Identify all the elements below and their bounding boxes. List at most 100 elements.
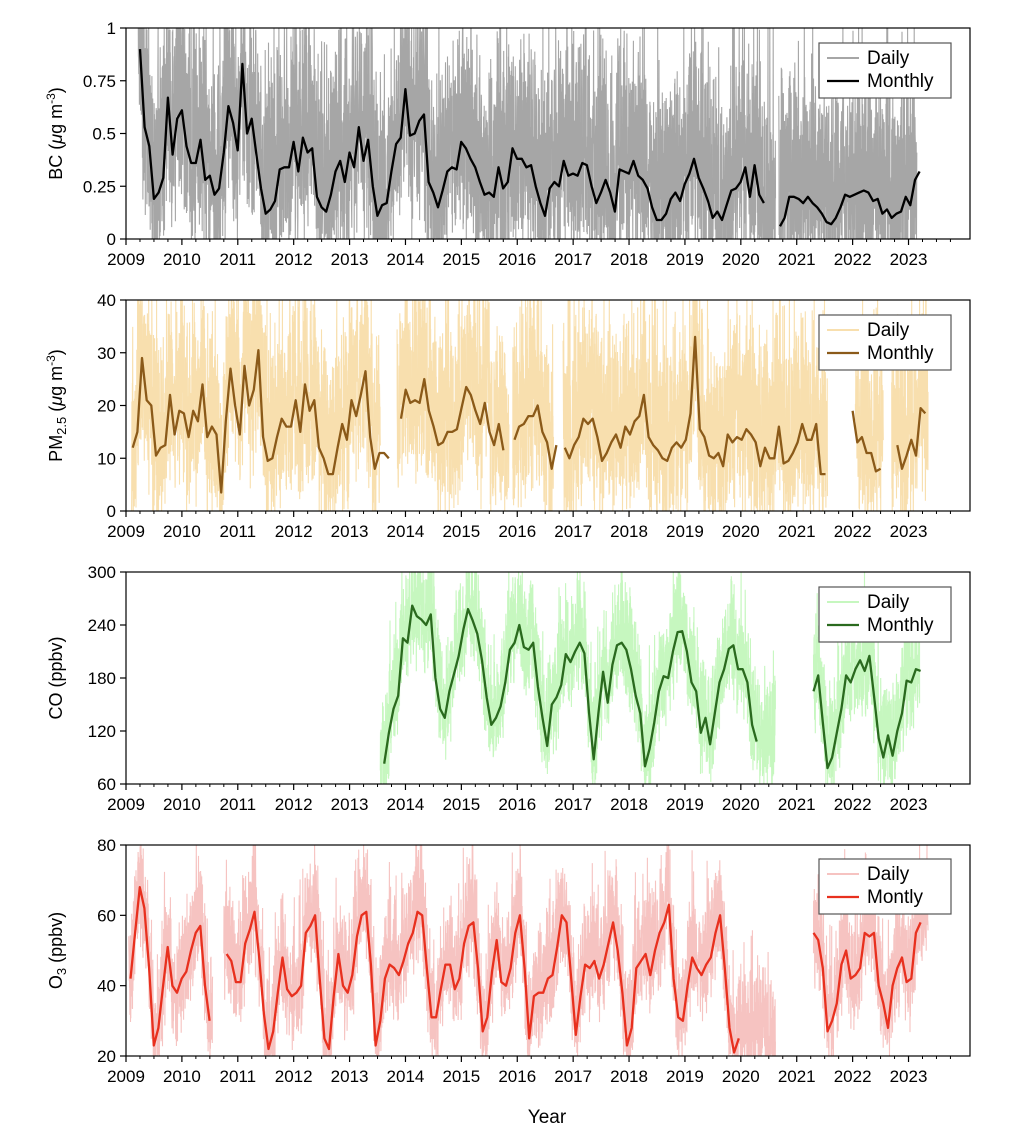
- y-tick-label: 0.5: [92, 125, 116, 144]
- daily-series: [131, 300, 929, 511]
- daily-line-segment-1: [137, 28, 777, 239]
- monthly-line-segment-1: [138, 49, 765, 222]
- monthly-series: [131, 335, 927, 494]
- x-axis-title: Year: [528, 1107, 567, 1128]
- daily-line-segment-2: [223, 845, 776, 1056]
- legend-label-daily: Daily: [867, 864, 910, 885]
- daily-series: [137, 28, 918, 239]
- x-tick-label: 2014: [387, 1067, 425, 1086]
- x-tick-label: 2009: [107, 795, 145, 814]
- x-tick-label: 2014: [387, 522, 425, 541]
- x-tick-label: 2013: [331, 795, 369, 814]
- x-tick-label: 2013: [331, 522, 369, 541]
- y-axis-title-close: ): [46, 349, 66, 355]
- x-tick-label: 2019: [666, 795, 704, 814]
- plot-frame: [125, 844, 971, 1057]
- monthly-series: [138, 49, 921, 227]
- y-axis-title: CO (ppbv): [46, 636, 66, 719]
- x-tick-label: 2016: [498, 250, 536, 269]
- x-tick-label: 2015: [442, 522, 480, 541]
- legend-box: [818, 314, 952, 371]
- x-tick-label: 2020: [722, 795, 760, 814]
- y-axis-title-main: O: [46, 975, 66, 989]
- legend-box: [818, 586, 952, 643]
- x-tick-label: 2021: [778, 795, 816, 814]
- y-axis-title-main: PM: [46, 435, 66, 462]
- y-tick-label: 10: [97, 449, 116, 468]
- legend-box: [818, 42, 952, 99]
- y-axis-title-unit: g m: [46, 104, 66, 134]
- x-tick-label: 2018: [610, 795, 648, 814]
- y-axis-title-subscript: 3: [54, 968, 69, 975]
- x-tick-label: 2011: [220, 250, 257, 269]
- x-tick-label: 2023: [890, 1067, 928, 1086]
- x-tick-label: 2020: [722, 250, 760, 269]
- legend-label-daily: Daily: [867, 48, 910, 69]
- x-tick-label: 2010: [163, 1067, 201, 1086]
- y-tick-label: 40: [97, 291, 116, 310]
- legend-label-monthly: Monthly: [867, 71, 934, 92]
- y-axis-title-main: CO (ppbv): [46, 636, 66, 719]
- daily-line-segment-5: [854, 300, 884, 511]
- y-axis-title: O3 (ppbv): [46, 912, 69, 989]
- x-tick-label: 2016: [498, 522, 536, 541]
- y-axis-title-superscript: -3: [44, 93, 58, 104]
- y-tick-label: 60: [97, 906, 116, 925]
- x-tick-label: 2018: [610, 1067, 648, 1086]
- x-tick-label: 2022: [834, 1067, 872, 1086]
- x-tick-label: 2014: [387, 795, 425, 814]
- daily-line-segment-1: [379, 572, 776, 784]
- x-tick-label: 2021: [778, 1067, 816, 1086]
- y-axis-title-close: ): [46, 87, 66, 93]
- legend-label-daily: Daily: [867, 320, 910, 341]
- monthly-line-segment-1: [383, 604, 758, 768]
- x-tick-label: 2018: [610, 522, 648, 541]
- x-tick-label: 2023: [890, 522, 928, 541]
- x-tick-label: 2011: [220, 795, 257, 814]
- x-tick-label: 2011: [220, 1067, 257, 1086]
- monthly-line-segment-3: [513, 404, 558, 470]
- x-tick-label: 2010: [163, 795, 201, 814]
- y-axis-title-mu: μ: [46, 134, 66, 145]
- x-tick-label: 2012: [275, 795, 313, 814]
- legend-label-monthly: Monthly: [867, 615, 934, 636]
- y-tick-label: 0: [107, 230, 116, 249]
- monthly-line-segment-2: [225, 903, 740, 1054]
- x-tick-label: 2022: [834, 795, 872, 814]
- y-tick-label: 240: [88, 616, 116, 635]
- panel-4: 20 40 60 80 2009 2010 2011 2012 2013 2014 2015 2016…: [46, 836, 971, 1086]
- y-tick-label: 300: [88, 563, 116, 582]
- legend-label-monthly: Montly: [867, 887, 923, 908]
- y-tick-label: 0.25: [83, 177, 116, 196]
- x-tick-label: 2023: [890, 250, 928, 269]
- legend-label-monthly: Monthly: [867, 343, 934, 364]
- panel-3: 60 120 180 240 300 2009 2010 2011 2012 2013 2014 20…: [46, 563, 971, 814]
- daily-line-segment-1: [128, 845, 214, 1056]
- x-tick-label: 2015: [442, 250, 480, 269]
- monthly-line-segment-4: [563, 335, 826, 476]
- daily-line-segment-3: [512, 300, 555, 511]
- x-tick-label: 2009: [107, 522, 145, 541]
- y-axis-title-subscript: 2.5: [54, 417, 69, 435]
- x-tick-label: 2010: [163, 250, 201, 269]
- x-tick-label: 2019: [666, 522, 704, 541]
- x-tick-label: 2022: [834, 250, 872, 269]
- y-tick-label: 80: [97, 836, 116, 855]
- x-tick-label: 2020: [722, 1067, 760, 1086]
- y-tick-label: 0.75: [83, 72, 116, 91]
- x-tick-label: 2018: [610, 250, 648, 269]
- x-tick-label: 2017: [554, 250, 592, 269]
- daily-line-segment-1: [131, 300, 381, 511]
- monthly-line-segment-5: [851, 410, 882, 473]
- x-tick-label: 2013: [331, 250, 369, 269]
- panel-2: 0 10 20 30 40 2009 2010 2011 2012 2013 2014 2015 201…: [44, 291, 971, 541]
- x-tick-label: 2017: [554, 795, 592, 814]
- monthly-line-segment-6: [896, 406, 927, 470]
- monthly-line-segment-2: [399, 377, 505, 451]
- daily-line-segment-2: [396, 300, 510, 511]
- x-tick-label: 2021: [778, 250, 816, 269]
